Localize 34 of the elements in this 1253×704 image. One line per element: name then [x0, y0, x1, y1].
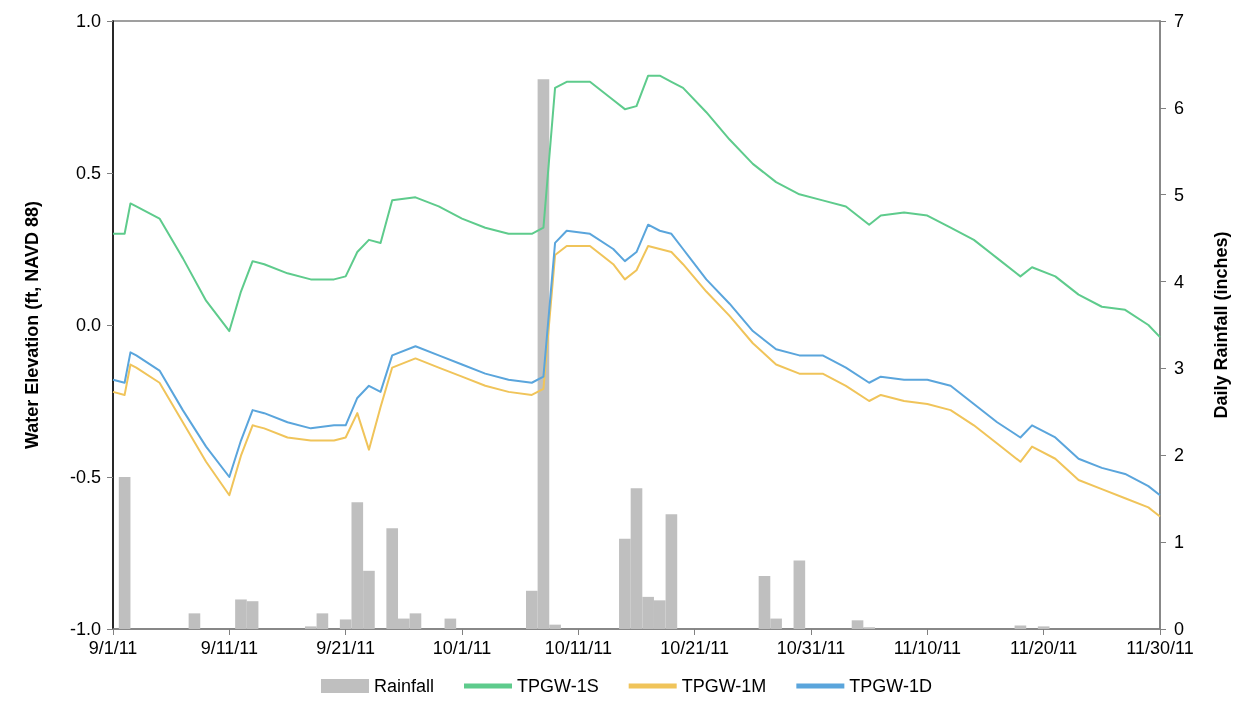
bar [118, 477, 131, 629]
y2-tick-label: 5 [1174, 184, 1185, 205]
x-tick-label: 10/21/11 [660, 638, 730, 658]
legend-label: Rainfall [373, 676, 435, 696]
y2-axis-title: Daily Rainfall (inches) [1211, 231, 1231, 419]
x-tick-label: 11/20/11 [1009, 638, 1078, 658]
y-tick-label: 0.0 [75, 315, 101, 335]
y2-tick-label: 0 [1174, 619, 1185, 639]
y-tick-label: 0.5 [75, 163, 101, 183]
bar [188, 613, 201, 629]
x-tick-label: 10/11/11 [544, 638, 613, 658]
x-tick-label: 10/1/11 [432, 638, 492, 658]
y-tick-label: -0.5 [69, 467, 101, 487]
x-tick-label: 9/21/11 [316, 638, 376, 658]
y2-tick-label: 7 [1174, 11, 1185, 31]
x-tick-label: 9/11/11 [200, 638, 259, 658]
x-tick-label: 11/10/11 [893, 638, 962, 658]
y2-tick-label: 6 [1174, 97, 1185, 118]
legend-label: TPGW-1S [517, 676, 599, 696]
y2-tick-label: 3 [1174, 358, 1185, 379]
y2-tick-label: 2 [1174, 445, 1185, 466]
bar [444, 618, 457, 629]
y-tick-label: -1.0 [69, 619, 101, 639]
y2-tick-label: 1 [1174, 532, 1185, 553]
bar [793, 560, 806, 629]
legend-label: TPGW-1M [681, 676, 767, 696]
legend-label: TPGW-1D [849, 676, 933, 696]
y-axis-title: Water Elevation (ft, NAVD 88) [22, 200, 42, 450]
y-tick-label: 1.0 [75, 11, 101, 31]
x-tick-label: 9/1/11 [88, 638, 138, 658]
x-tick-label: 11/30/11 [1126, 638, 1194, 658]
bar [1037, 626, 1050, 629]
x-tick-label: 10/31/11 [776, 638, 846, 658]
y2-tick-label: 4 [1174, 271, 1185, 292]
